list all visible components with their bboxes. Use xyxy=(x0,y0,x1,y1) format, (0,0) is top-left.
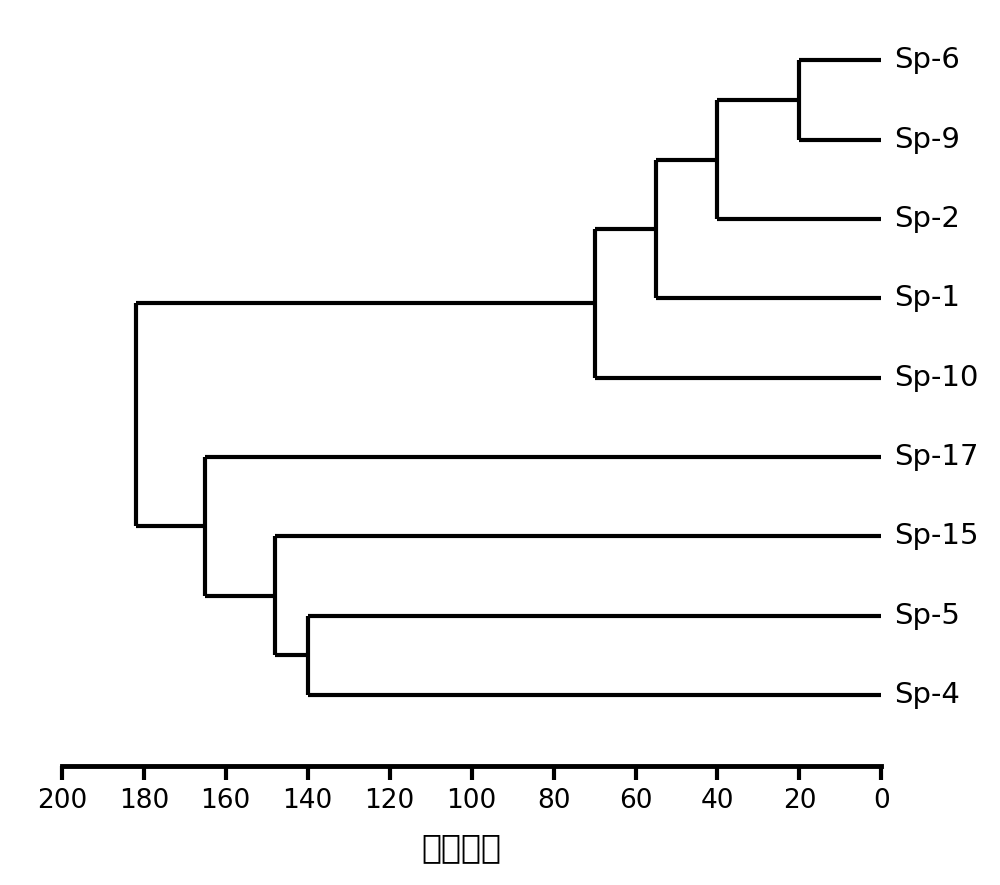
Text: Sp-15: Sp-15 xyxy=(894,522,978,550)
Text: Sp-4: Sp-4 xyxy=(894,681,960,709)
Text: Sp-9: Sp-9 xyxy=(894,126,960,154)
Text: Sp-17: Sp-17 xyxy=(894,443,978,471)
Text: Sp-10: Sp-10 xyxy=(894,364,978,392)
X-axis label: 光密度値: 光密度値 xyxy=(421,831,501,864)
Text: Sp-2: Sp-2 xyxy=(894,205,960,233)
Text: Sp-5: Sp-5 xyxy=(894,602,960,629)
Text: Sp-1: Sp-1 xyxy=(894,284,960,312)
Text: Sp-6: Sp-6 xyxy=(894,47,960,74)
